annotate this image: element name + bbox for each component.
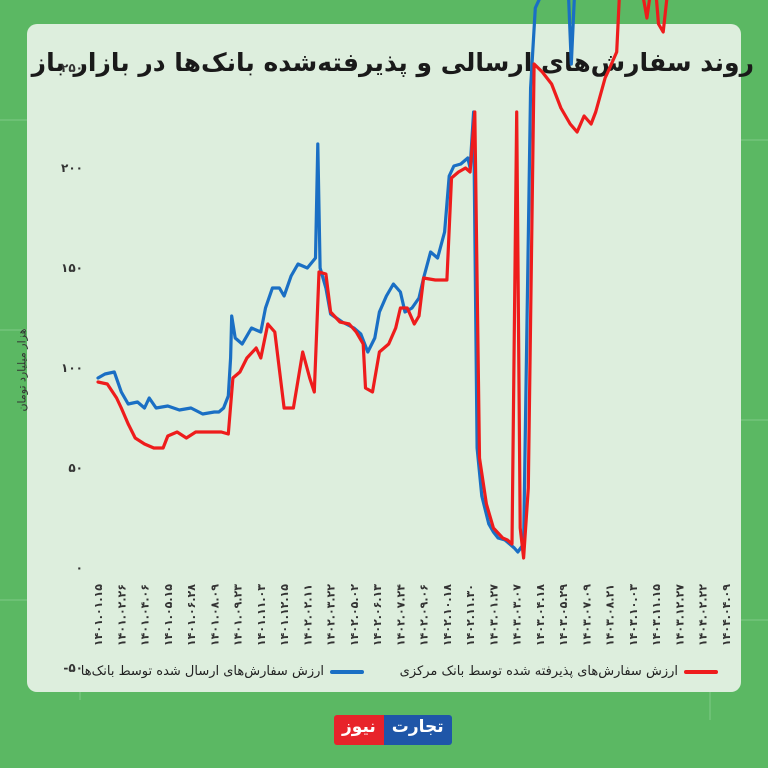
- legend-accepted: ارزش سفارش‌های پذیرفته شده توسط بانک مرک…: [400, 664, 718, 679]
- x-tick-label: ۱۴۰۳.۰۱.۲۷: [487, 584, 500, 646]
- brand-logo-part2: نیوز: [334, 715, 384, 745]
- chart-title: روند سفارش‌های ارسالی و پذیرفته‌شده بانک…: [31, 48, 754, 77]
- y-tick-label: ۰: [76, 561, 83, 575]
- x-tick-label: ۱۴۰۲.۱۰.۱۸: [441, 584, 454, 646]
- y-tick-label: ۱۰۰: [61, 361, 83, 375]
- x-tick-label: ۱۴۰۳.۰۳.۰۷: [511, 584, 524, 646]
- x-tick-label: ۱۴۰۲.۰۷.۲۴: [394, 584, 407, 646]
- legend-label-sent: ارزش سفارش‌های ارسال شده توسط بانک‌ها: [80, 664, 324, 679]
- x-tick-label: ۱۴۰۲.۰۵.۰۲: [348, 584, 361, 646]
- x-tick-label: ۱۴۰۱.۱۲.۱۵: [278, 584, 291, 646]
- y-tick-label: ۲۵۰: [61, 61, 83, 75]
- brand-logo: تجارت نیوز: [334, 715, 452, 745]
- x-tick-label: ۱۴۰۲.۰۹.۰۶: [418, 584, 431, 646]
- y-tick-label: ۲۰۰: [61, 161, 83, 175]
- y-tick-label: -۵۰: [63, 661, 83, 675]
- series-line-sent: [96, 0, 576, 554]
- series-line-accepted: [96, 0, 669, 560]
- legend-swatch-sent: [330, 669, 364, 674]
- legend-sent: ارزش سفارش‌های ارسال شده توسط بانک‌ها: [81, 664, 364, 679]
- y-tick-label: ۵۰: [68, 461, 83, 475]
- x-tick-label: ۱۴۰۲.۱۱.۳۰: [464, 584, 477, 646]
- x-tick-label: ۱۴۰۱.۰۸.۰۹: [208, 584, 221, 646]
- x-tick-label: ۱۴۰۳.۰۸.۲۱: [604, 584, 617, 646]
- x-tick-label: ۱۴۰۳.۰۵.۲۹: [557, 584, 570, 646]
- x-tick-label: ۱۴۰۲.۰۳.۲۲: [325, 584, 338, 646]
- x-tick-label: ۱۴۰۱.۱۱.۰۳: [255, 584, 268, 646]
- brand-logo-part1: تجارت: [383, 715, 452, 745]
- x-tick-label: ۱۴۰۱.۰۶.۲۸: [185, 584, 198, 646]
- x-tick-label: ۱۴۰۱.۰۱.۱۵: [92, 584, 105, 646]
- x-tick-label: ۱۴۰۳.۱۲.۲۷: [673, 584, 686, 646]
- chart-card: [27, 24, 741, 692]
- legend-swatch-accepted: [684, 669, 718, 674]
- x-tick-label: ۱۴۰۱.۰۹.۲۳: [232, 584, 245, 646]
- x-tick-label: ۱۴۰۴.۰۴.۰۹: [720, 584, 733, 646]
- x-tick-label: ۱۴۰۳.۰۷.۰۹: [580, 584, 593, 646]
- y-tick-label: ۱۵۰: [61, 261, 83, 275]
- x-tick-label: ۱۴۰۱.۰۵.۱۵: [162, 584, 175, 646]
- x-tick-label: ۱۴۰۱.۰۲.۲۶: [115, 584, 128, 646]
- x-tick-label: ۱۴۰۱.۰۴.۰۶: [139, 584, 152, 646]
- x-tick-label: ۱۴۰۲.۰۲.۱۱: [301, 584, 314, 646]
- x-tick-label: ۱۴۰۳.۰۴.۱۸: [534, 584, 547, 646]
- x-tick-label: ۱۴۰۳.۱۰.۰۳: [627, 584, 640, 646]
- x-tick-label: ۱۴۰۴.۰۲.۲۲: [697, 584, 710, 646]
- x-tick-label: ۱۴۰۳.۱۱.۱۵: [650, 584, 663, 646]
- x-tick-label: ۱۴۰۲.۰۶.۱۳: [371, 584, 384, 646]
- legend-label-accepted: ارزش سفارش‌های پذیرفته شده توسط بانک مرک…: [399, 664, 678, 679]
